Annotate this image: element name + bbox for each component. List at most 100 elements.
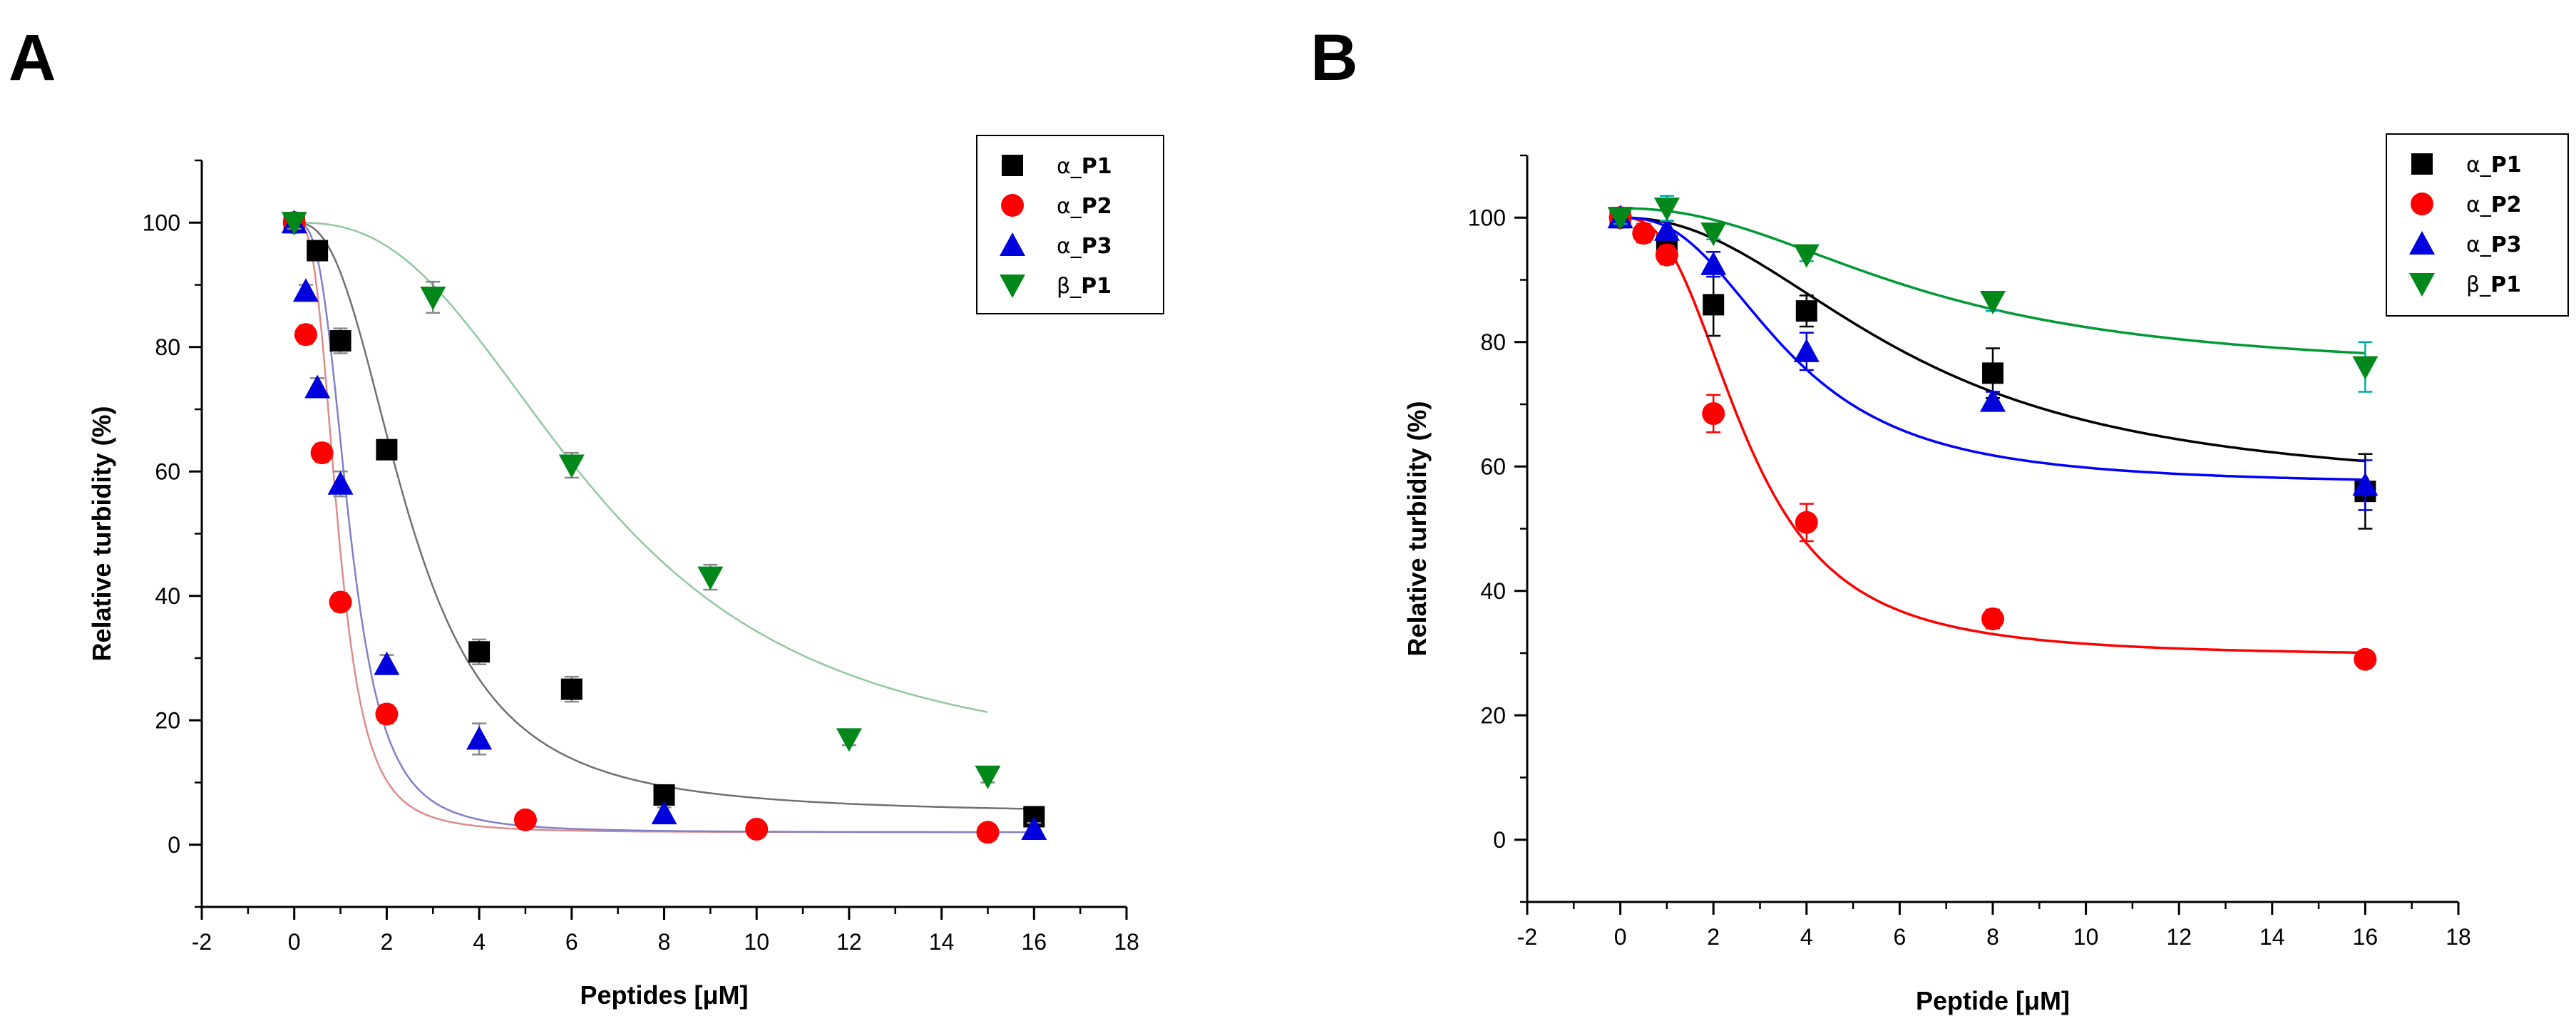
panel-b-x-tick-label: 12: [2166, 924, 2192, 950]
panel-b-series-0: [1609, 207, 2376, 530]
panel-b-legend-item: α_P1: [2411, 153, 2522, 178]
panel-a-legend-label: α_P2: [1057, 194, 1112, 219]
panel-b-legend-item: α_P2: [2411, 193, 2522, 217]
panel-a-data-point: [836, 728, 862, 752]
panel-b-series-3: [1607, 195, 2379, 393]
panel-b-data-point: [1700, 222, 1727, 247]
panel-b-y-tick-label: 20: [1480, 702, 1506, 728]
panel-b-data-point: [1632, 222, 1656, 245]
panel-a-x-axis-title: Peptides [μM]: [580, 980, 748, 1010]
panel-a-data-point: [697, 566, 724, 590]
panel-b-legend-label: β_P1: [2466, 272, 2521, 297]
panel-a-data-point: [376, 438, 398, 461]
panel-b-data-point: [1700, 251, 1727, 275]
panel-a-x-tick-label: 0: [288, 929, 301, 955]
panel-b-legend-marker: [2411, 193, 2433, 215]
panel-a-data-point: [310, 441, 334, 465]
panel-a-legend-item: α_P2: [1001, 194, 1112, 219]
panel-b-x-tick-label: -2: [1517, 924, 1537, 950]
panel-a-data-point: [292, 278, 319, 302]
panel-b-legend-label: α_P3: [2466, 232, 2522, 257]
panel-b-y-tick-label: 100: [1468, 205, 1506, 230]
panel-b-x-tick-label: 16: [2353, 924, 2379, 950]
panel-a-legend-marker: [1002, 155, 1023, 176]
panel-a-legend-marker: [1000, 232, 1025, 256]
panel-b-data-point: [1607, 207, 1633, 231]
panel-a-series-1: [282, 211, 1000, 844]
panel-a-legend-label: α_P1: [1057, 154, 1112, 179]
panel-b-x-tick-label: 6: [1894, 924, 1907, 950]
panel-a-data-point: [307, 240, 329, 262]
panel-a-y-tick-label: 60: [155, 458, 180, 484]
panel-a-legend-item: β_P1: [1000, 274, 1112, 299]
panel-b-y-tick-label: 0: [1493, 827, 1506, 853]
panel-b-data-point: [1793, 244, 1820, 268]
panel-b-y-tick-label: 40: [1480, 578, 1506, 604]
panel-a-y-tick-label: 0: [168, 832, 180, 858]
panel-b-legend-marker: [2411, 153, 2433, 175]
panel-b-chart: B -2 0 2 4 6 8 10 12 14 16 18 0 20 40 60 80 100 Peptide …: [1310, 21, 2569, 1015]
panel-b-x-tick-label: 8: [1986, 924, 1999, 950]
panel-a-x-tick-label: 12: [836, 929, 862, 955]
panel-a-data-point: [329, 590, 352, 614]
panel-a-y-tick-label: 20: [155, 707, 180, 733]
panel-a-x-tick-label: 14: [929, 929, 955, 955]
panel-a-data-point: [294, 323, 317, 347]
panel-a-legend-label: β_P1: [1057, 274, 1112, 299]
panel-b-letter: B: [1310, 21, 1358, 94]
panel-b-data-point: [1982, 362, 2003, 384]
panel-b-x-tick-label: 14: [2259, 924, 2285, 950]
panel-b-data-point: [1980, 388, 2006, 412]
panel-b-y-tick-label: 80: [1480, 329, 1506, 355]
panel-a-plot-area: -2 0 2 4 6 8 10 12 14 16 18 0 20 40 60 80 100: [143, 159, 1139, 955]
panel-b-data-point: [1653, 198, 1680, 222]
panel-a-data-point: [975, 765, 1001, 789]
panel-a-y-tick-label: 80: [155, 334, 180, 360]
panel-b-series-1: [1608, 206, 2377, 671]
panel-b-legend-label: α_P1: [2466, 153, 2522, 178]
panel-a-x-tick-label: 4: [473, 929, 486, 955]
panel-a-data-point: [558, 454, 585, 478]
panel-a-fit-curve-3: [294, 222, 988, 714]
panel-b-data-point: [1703, 294, 1725, 316]
panel-a-data-point: [560, 678, 583, 700]
panel-b-y-axis-title: Relative turbidity (%): [1402, 401, 1432, 656]
panel-a-fit-curve-1: [294, 222, 988, 833]
panel-a-x-tick-label: 10: [744, 929, 769, 955]
panel-a-fit-curve-2: [294, 222, 1035, 833]
panel-a-data-point: [304, 374, 331, 399]
panel-b-data-point: [1981, 607, 2004, 631]
panel-a-y-tick-label: 100: [143, 210, 180, 235]
panel-a-x-tick-label: -2: [192, 929, 212, 955]
panel-a-fit-curve-0: [294, 222, 1035, 810]
panel-a-data-point: [976, 821, 1000, 844]
panel-b-data-point: [1795, 300, 1817, 322]
panel-b-plot-area: -2 0 2 4 6 8 10 12 14 16 18 0 20 40 60 80 100: [1468, 154, 2471, 950]
panel-a-data-point: [375, 702, 399, 726]
panel-a-x-tick-label: 16: [1022, 929, 1047, 955]
panel-a-data-point: [651, 801, 677, 825]
panel-b-data-point: [1653, 217, 1680, 241]
panel-b-data-point: [2352, 472, 2379, 496]
panel-a-data-point: [420, 286, 446, 310]
panel-a-x-tick-label: 2: [381, 929, 394, 955]
panel-b-fit-curve-2: [1620, 216, 2366, 481]
panel-b-legend-item: β_P1: [2409, 272, 2521, 297]
panel-a-data-point: [329, 330, 351, 352]
panel-a-legend-label: α_P3: [1057, 234, 1112, 259]
panel-b-data-point: [1795, 511, 1818, 534]
panel-b-data-point: [1702, 402, 1725, 426]
panel-b-legend-marker: [2409, 273, 2435, 297]
panel-b-y-tick-label: 60: [1480, 453, 1506, 479]
panel-b-fit-curve-1: [1620, 216, 2366, 655]
panel-b-data-point: [1980, 291, 2006, 315]
panel-a-x-tick-label: 8: [658, 929, 671, 955]
panel-b-data-point: [2352, 356, 2379, 380]
panel-b-x-tick-label: 10: [2073, 924, 2099, 950]
panel-b-data-point: [1655, 243, 1678, 267]
panel-b-legend: α_P1 α_P2 α_P3 β_P1: [2386, 133, 2569, 317]
panel-a-y-tick-label: 40: [155, 583, 180, 609]
panel-a-series-2: [281, 210, 1047, 840]
panel-a-data-point: [374, 651, 400, 675]
panel-a-data-point: [468, 641, 491, 663]
